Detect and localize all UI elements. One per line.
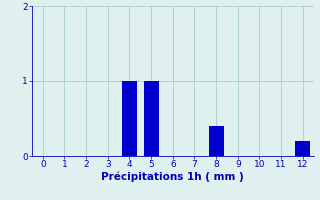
X-axis label: Précipitations 1h ( mm ): Précipitations 1h ( mm ) <box>101 172 244 182</box>
Bar <box>295 141 310 156</box>
Bar <box>122 81 137 156</box>
Bar <box>144 81 159 156</box>
Bar <box>209 126 224 156</box>
